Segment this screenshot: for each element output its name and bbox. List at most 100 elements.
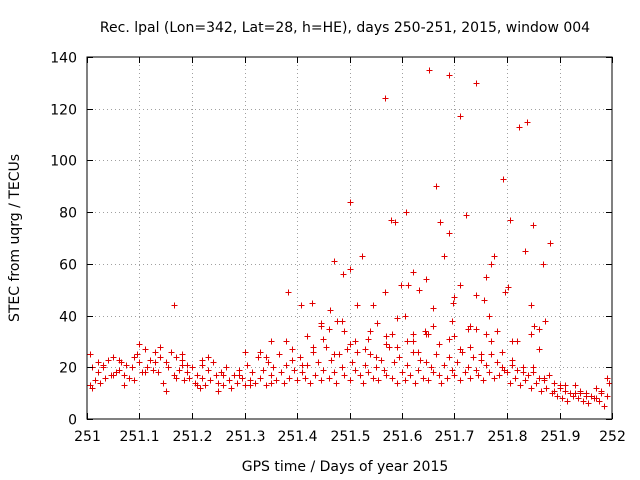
data-point [312,372,319,379]
data-point [507,380,514,387]
data-point [126,375,133,382]
data-point [89,385,96,392]
data-point [436,341,443,348]
data-point [389,375,396,382]
data-point [374,320,381,327]
data-point [87,351,94,358]
data-point [562,388,569,395]
data-point [357,372,364,379]
data-point [144,364,151,371]
data-point [475,372,482,379]
data-point [457,377,464,384]
data-point [242,349,249,356]
data-point [551,388,558,395]
data-point [340,271,347,278]
data-point [152,349,159,356]
data-point [249,369,256,376]
data-point [163,388,170,395]
data-point [382,289,389,296]
data-point [165,364,172,371]
data-point [215,388,222,395]
data-point [604,375,611,382]
data-point [220,372,227,379]
x-tick-label: 251.7 [434,429,474,445]
data-point [199,375,206,382]
data-point [426,67,433,74]
data-point [252,380,259,387]
data-point [285,289,292,296]
data-point [302,375,309,382]
data-point [281,380,288,387]
data-point [270,364,277,371]
data-point [596,398,603,405]
data-point [430,369,437,376]
data-point [517,382,524,389]
data-point [228,385,235,392]
data-point [347,266,354,273]
data-point [362,362,369,369]
data-point [176,367,183,374]
data-point [462,369,469,376]
data-point [580,398,587,405]
data-point [100,364,107,371]
data-point [478,357,485,364]
data-point [457,282,464,289]
data-point [131,377,138,384]
data-point [530,222,537,229]
data-point [307,380,314,387]
data-point [359,253,366,260]
data-point [354,349,361,356]
data-point [593,395,600,402]
data-point [540,261,547,268]
data-point [299,369,306,376]
x-tick-label: 251.9 [540,429,580,445]
data-point [389,331,396,338]
data-point [360,380,367,387]
data-point [564,398,571,405]
data-point [110,372,117,379]
data-point [260,367,267,374]
data-point [205,354,212,361]
data-point [234,380,241,387]
data-point [433,351,440,358]
data-point [136,341,143,348]
data-point [116,367,123,374]
x-tick-label: 251 [74,429,101,445]
data-point [450,300,457,307]
data-point [430,323,437,330]
data-point [557,382,564,389]
data-point [425,377,432,384]
x-tick-label: 251.8 [487,429,527,445]
data-point [354,302,361,309]
data-point [226,377,233,384]
data-point [184,362,191,369]
data-point [339,364,346,371]
data-point [194,372,201,379]
data-point [102,375,109,382]
data-point [446,72,453,79]
data-point [286,375,293,382]
data-point [541,375,548,382]
data-point [291,367,298,374]
data-point [157,344,164,351]
data-point [136,359,143,366]
data-point [194,382,201,389]
data-point [315,359,322,366]
data-point [467,375,474,382]
data-point [168,349,175,356]
data-point [530,364,537,371]
y-tick-label: 120 [50,103,77,119]
y-tick-label: 140 [50,51,77,67]
data-point [179,351,186,358]
data-point [585,400,592,407]
data-point [473,292,480,299]
data-point [239,375,246,382]
data-point [533,380,540,387]
data-point [536,326,543,333]
data-point [134,351,141,358]
data-point [572,382,579,389]
data-point [405,282,412,289]
data-point [186,375,193,382]
data-point [554,393,561,400]
